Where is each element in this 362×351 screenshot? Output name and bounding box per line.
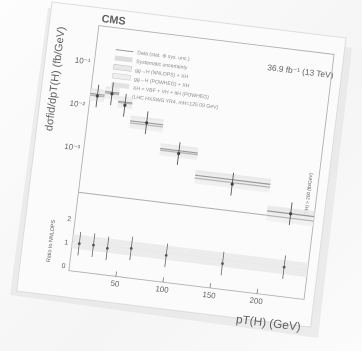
ratio-tick-label: 0 bbox=[61, 263, 66, 270]
experiment-label: CMS bbox=[101, 13, 126, 28]
data-point bbox=[95, 94, 99, 98]
sheet bbox=[16, 1, 347, 328]
data-point bbox=[110, 92, 114, 96]
ratio-point bbox=[129, 247, 133, 250]
overflow-label: pT(H) > 200 (fb/GeV) bbox=[303, 172, 314, 217]
y-tick-label: 10⁻² bbox=[69, 99, 86, 110]
x-tick-label: 150 bbox=[202, 290, 217, 301]
ratio-point bbox=[92, 243, 95, 247]
data-point bbox=[177, 152, 181, 156]
data-point bbox=[145, 121, 149, 125]
legend-swatch-xh bbox=[111, 81, 130, 90]
ratio-point bbox=[282, 265, 286, 269]
x-tick-label: 50 bbox=[110, 279, 120, 289]
ratio-panel bbox=[71, 231, 309, 279]
data-point bbox=[230, 182, 234, 186]
ratio-tick-label: 2 bbox=[67, 216, 72, 223]
data-point bbox=[123, 103, 127, 107]
ratio-point bbox=[221, 262, 224, 265]
figure-sheet: CMS 36.9 fb⁻¹ (13 TeV) Data (stat. ⊕ sys… bbox=[16, 1, 347, 334]
legend-swatch-systematic bbox=[114, 55, 133, 63]
x-tick bbox=[209, 282, 211, 288]
x-tick bbox=[256, 288, 258, 294]
ratio-axis-title: Ratio to NNLOPS bbox=[46, 219, 57, 262]
data-points bbox=[95, 82, 293, 226]
y-tick-label: 10⁻¹ bbox=[74, 56, 91, 67]
x-axis-ticks: 50 100 150 200 bbox=[110, 271, 264, 307]
data-point bbox=[289, 212, 293, 216]
legend-swatch-powheg bbox=[112, 72, 131, 81]
x-tick bbox=[162, 277, 164, 283]
x-tick bbox=[115, 271, 117, 277]
x-tick-label: 100 bbox=[155, 284, 170, 295]
ratio-tick-label: 1 bbox=[64, 239, 69, 246]
y-tick-label: 10⁻³ bbox=[64, 142, 81, 153]
ratio-panel-frame bbox=[68, 191, 315, 300]
legend-swatch-nnlops bbox=[113, 64, 132, 72]
ratio-point bbox=[105, 247, 109, 250]
ratio-point bbox=[164, 253, 168, 257]
x-tick-label: 200 bbox=[249, 296, 264, 307]
legend-swatch-data bbox=[115, 49, 134, 53]
ratio-point bbox=[77, 242, 81, 246]
